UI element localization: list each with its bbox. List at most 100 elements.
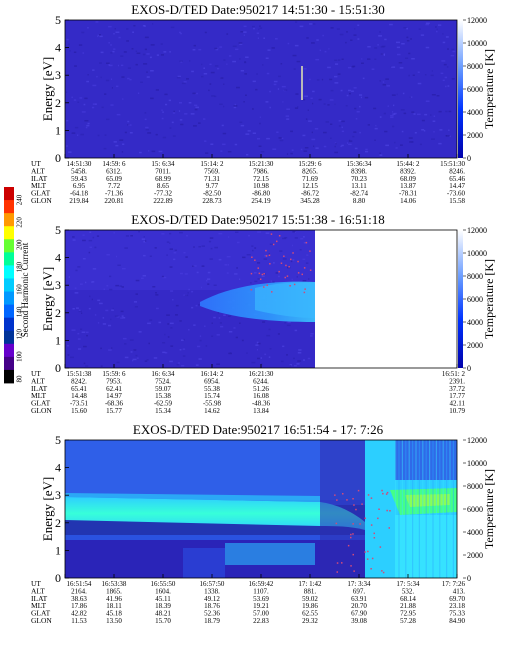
noise-cell [447, 85, 450, 87]
noise-cell [144, 360, 148, 362]
noise-cell [116, 255, 118, 258]
noise-cell [286, 324, 291, 327]
noise-cell [257, 138, 261, 140]
noise-cell [148, 150, 150, 152]
noise-cell [158, 150, 163, 153]
noise-cell [85, 126, 88, 129]
noise-cell [120, 310, 124, 313]
table-cell: 6244. [253, 377, 269, 385]
noise-cell [310, 97, 313, 100]
noise-cell [81, 312, 83, 314]
noise-cell [144, 25, 146, 27]
noise-cell [251, 361, 256, 364]
panel-1-noise [66, 21, 456, 156]
noise-cell [272, 148, 277, 150]
sparse-point [297, 260, 299, 263]
noise-cell [411, 58, 415, 60]
noise-cell [374, 47, 378, 49]
noise-cell [214, 246, 218, 249]
table-cell: 8242. [71, 377, 87, 385]
panel-2-sparse-points [250, 233, 312, 294]
colorbar-tick-label: 160 [16, 284, 24, 295]
sparse-point [290, 258, 292, 261]
noise-cell [255, 88, 258, 91]
noise-cell [223, 59, 226, 61]
noise-cell [391, 94, 396, 96]
sparse-point [341, 562, 343, 564]
table-cell: 14.62 [204, 407, 220, 415]
table-cell: -73.60 [447, 190, 466, 198]
noise-cell [303, 236, 305, 238]
table-cell: -78.31 [399, 190, 418, 198]
noise-cell [78, 348, 82, 350]
noise-cell [115, 284, 119, 287]
noise-cell [278, 275, 280, 278]
noise-cell [362, 77, 365, 80]
noise-cell [78, 44, 83, 46]
noise-cell [279, 139, 284, 142]
sparse-point [250, 289, 253, 291]
noise-cell [173, 252, 177, 254]
noise-cell [421, 119, 425, 122]
noise-cell [357, 38, 360, 40]
table-cell: -55.98 [203, 400, 222, 408]
y2-tick-label: 10000 [467, 39, 487, 48]
noise-cell [233, 106, 237, 109]
y2-tick-label: 2000 [467, 341, 483, 350]
noise-cell [182, 348, 186, 350]
table-cell: 8.65 [157, 182, 170, 190]
noise-cell [307, 109, 309, 111]
sparse-point [285, 264, 287, 267]
noise-cell [374, 58, 377, 60]
noise-cell [205, 345, 208, 347]
sparse-point [250, 272, 253, 275]
table-cell: 8392. [400, 167, 416, 175]
noise-cell [100, 51, 104, 54]
table-cell: -68.36 [105, 400, 124, 408]
noise-cell [104, 134, 107, 136]
sparse-point [373, 537, 376, 539]
noise-cell [354, 28, 356, 30]
sparse-point [280, 262, 283, 264]
noise-cell [448, 110, 452, 113]
sparse-point [385, 493, 388, 495]
noise-cell [77, 101, 80, 103]
noise-cell [226, 33, 229, 35]
table-cell: 697. [353, 587, 366, 595]
noise-cell [353, 87, 357, 89]
noise-cell [183, 338, 185, 341]
table-cell: 38.63 [71, 595, 87, 603]
noise-cell [168, 99, 171, 102]
noise-cell [301, 99, 306, 101]
noise-cell [310, 333, 314, 335]
noise-cell [143, 236, 145, 238]
table-cell: 39.08 [351, 617, 367, 625]
panel-1-temperature-colorbar [458, 20, 463, 158]
noise-cell [169, 360, 173, 363]
table-cell: 1107. [253, 587, 269, 595]
noise-cell [186, 235, 188, 237]
table-cell: 16:21:30 [249, 370, 274, 378]
table-cell: 2164. [71, 587, 87, 595]
noise-cell [308, 278, 310, 280]
sparse-point [263, 273, 265, 275]
row-label: ALT [31, 166, 45, 175]
noise-cell [179, 349, 182, 351]
noise-cell [135, 63, 138, 66]
noise-cell [132, 358, 137, 361]
noise-cell [257, 357, 260, 360]
noise-cell [188, 102, 192, 104]
noise-cell [138, 331, 142, 333]
sparse-point [305, 241, 308, 244]
noise-cell [179, 231, 183, 234]
noise-cell [349, 139, 351, 141]
noise-cell [121, 151, 124, 153]
noise-cell [211, 322, 213, 324]
noise-cell [68, 43, 70, 46]
noise-cell [177, 362, 180, 364]
noise-cell [252, 132, 256, 134]
noise-cell [97, 322, 100, 324]
noise-cell [324, 50, 327, 53]
noise-cell [202, 118, 206, 120]
stripe [401, 440, 403, 578]
